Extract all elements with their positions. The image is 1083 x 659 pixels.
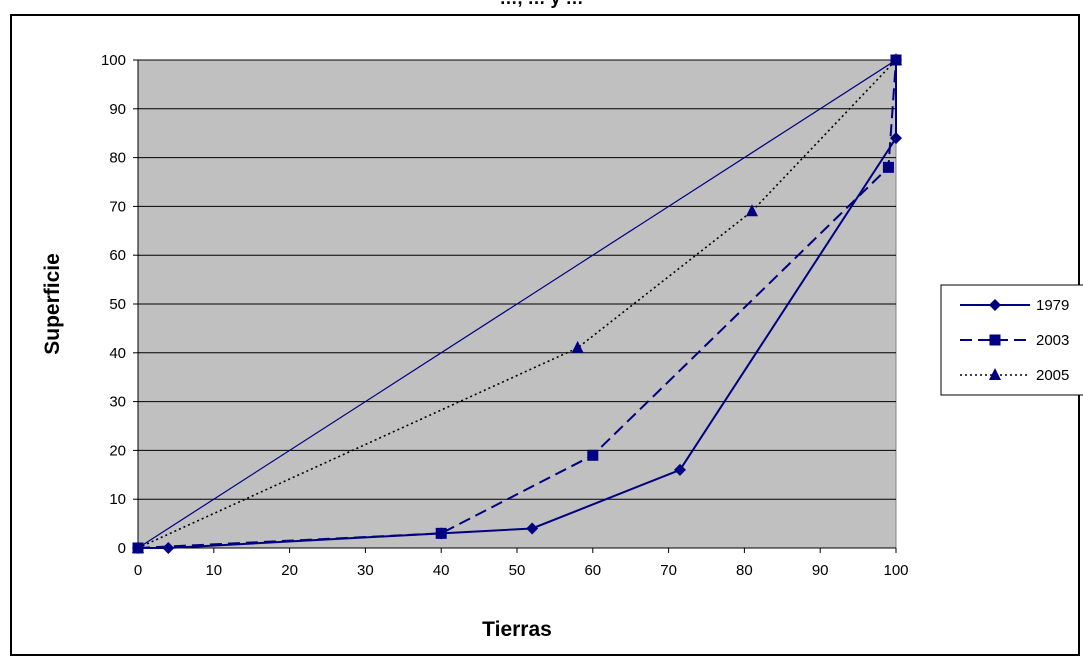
data-point-2003 [882, 161, 894, 173]
y-tick-label: 30 [109, 394, 126, 411]
x-tick-label: 100 [883, 562, 908, 579]
data-point-1979 [673, 463, 686, 476]
y-tick-label: 90 [109, 101, 126, 118]
data-point-1979 [162, 542, 175, 554]
x-tick-label: 80 [736, 562, 753, 579]
x-axis-title: Tierras [482, 618, 552, 641]
x-tick-label: 90 [812, 562, 829, 579]
axes: 0 10 20 30 40 50 60 70 80 90 100 0 10 20 30 40 50 60 70 80 9… [101, 52, 909, 579]
y-tick-label: 70 [109, 198, 126, 215]
data-point-1979 [890, 132, 902, 145]
x-tick-label: 0 [134, 562, 142, 579]
x-tick-label: 40 [433, 562, 450, 579]
chart-title: …, … y … [0, 0, 1083, 9]
y-tick-label: 100 [101, 52, 126, 69]
x-tick-label: 30 [357, 562, 374, 579]
x-tick-label: 10 [205, 562, 222, 579]
y-tick-label: 80 [109, 150, 126, 167]
legend-label-2005: 2005 [1036, 367, 1069, 384]
y-tick-label: 20 [109, 442, 126, 459]
series-layer [132, 53, 902, 554]
series-line-2005 [137, 59, 897, 549]
x-tick-label: 50 [509, 562, 526, 579]
y-axis-title: Superficie [41, 253, 64, 355]
legend-label-1979: 1979 [1036, 297, 1069, 314]
data-point-2005 [132, 541, 144, 553]
data-point-1979 [526, 522, 539, 535]
x-tick-label: 70 [660, 562, 677, 579]
y-tick-label: 60 [109, 247, 126, 264]
y-tick-label: 50 [109, 296, 126, 313]
series-2005 [132, 53, 902, 553]
legend-marker-1979 [989, 299, 1001, 311]
legend-label-2003: 2003 [1036, 332, 1069, 349]
legend-marker-2003 [989, 334, 1001, 346]
legend-marker-2005 [989, 368, 1001, 380]
y-tick-label: 40 [109, 345, 126, 362]
x-tick-label: 20 [281, 562, 298, 579]
equality-line [137, 59, 897, 549]
data-point-2003 [435, 527, 447, 539]
x-tick-label: 60 [584, 562, 601, 579]
data-point-2003 [587, 449, 599, 461]
data-point-2005 [890, 53, 902, 65]
y-tick-label: 10 [109, 491, 126, 508]
data-point-2005 [745, 204, 758, 217]
data-point-2005 [571, 340, 584, 353]
y-tick-label: 0 [118, 540, 126, 557]
legend: 1979 2003 2005 [940, 284, 1083, 396]
